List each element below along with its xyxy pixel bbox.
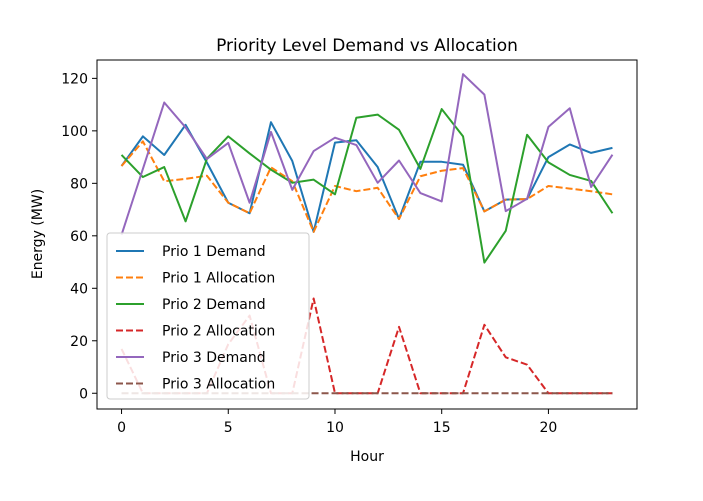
y-tick-label: 20 (70, 334, 88, 350)
plot-frame (96, 59, 638, 410)
y-tick-label: 120 (61, 71, 88, 87)
series-line-1 (120, 140, 613, 233)
x-axis: 0 5 10 15 20 (117, 409, 557, 436)
legend-label-3: Prio 2 Allocation (162, 324, 275, 340)
legend-label-1: Prio 1 Allocation (162, 271, 275, 287)
legend: Prio 1 Demand Prio 1 Allocation Prio 2 Dem… (106, 232, 310, 400)
legend-label-4: Prio 3 Demand (162, 350, 266, 366)
x-tick-label: 0 (117, 420, 126, 436)
x-tick-label: 10 (326, 420, 344, 436)
y-tick-label: 80 (70, 176, 88, 192)
x-tick-label: 15 (433, 420, 451, 436)
x-tick-label: 5 (224, 420, 233, 436)
y-tick-label: 0 (79, 386, 88, 402)
legend-box (106, 232, 310, 400)
chart-title: Priority Level Demand vs Allocation (216, 36, 518, 56)
legend-label-2: Prio 2 Demand (162, 297, 266, 313)
legend-label-0: Prio 1 Demand (162, 244, 266, 260)
series-line-2 (120, 108, 614, 264)
y-tick-label: 100 (61, 124, 88, 140)
x-tick-label: 20 (540, 420, 558, 436)
y-axis: 0 20 40 60 80 100 120 (61, 71, 97, 402)
y-tick-label: 60 (70, 229, 88, 245)
x-axis-label: Hour (350, 449, 384, 465)
legend-label-5: Prio 3 Allocation (162, 377, 275, 393)
series-line-0 (120, 121, 613, 233)
y-axis-label: Energy (MW) (30, 189, 46, 279)
series-line-4 (120, 73, 614, 236)
y-tick-label: 40 (70, 281, 88, 297)
